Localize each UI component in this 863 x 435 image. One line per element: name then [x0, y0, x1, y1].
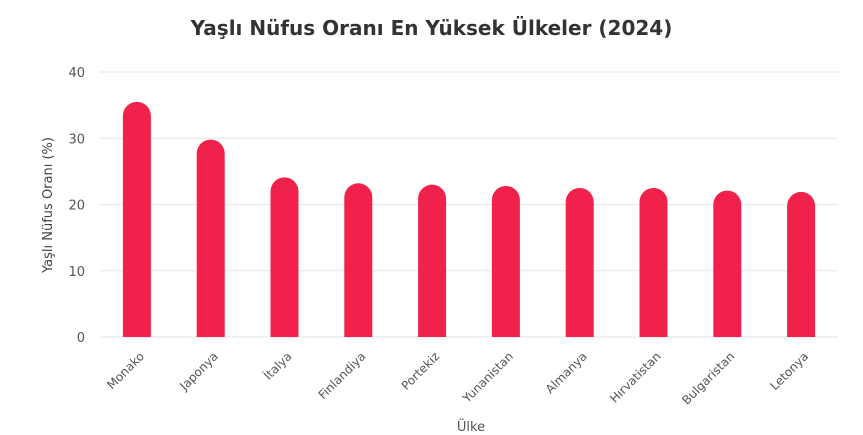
bar	[491, 185, 520, 337]
y-tick-label: 10	[68, 265, 85, 280]
x-axis-label: Ülke	[457, 418, 485, 435]
x-tick-label: Letonya	[767, 349, 811, 393]
bar	[639, 187, 668, 337]
y-tick-label: 30	[68, 132, 85, 147]
bar	[565, 187, 594, 337]
bar	[344, 183, 373, 337]
x-tick-label: Bulgaristan	[679, 349, 737, 407]
x-tick-label: İtalya	[260, 349, 294, 383]
x-tick-label: Japonya	[176, 349, 220, 393]
x-tick-label: Monako	[104, 349, 147, 392]
bar	[270, 177, 299, 337]
bar	[122, 101, 151, 337]
chart-title: Yaşlı Nüfus Oranı En Yüksek Ülkeler (202…	[190, 16, 673, 40]
y-tick-label: 40	[68, 66, 85, 81]
bar	[196, 139, 225, 337]
bar	[418, 184, 447, 337]
x-tick-label: Portekiz	[399, 349, 443, 393]
y-tick-label: 20	[68, 199, 85, 214]
y-tick-label: 0	[77, 331, 85, 346]
bar	[787, 191, 816, 337]
x-tick-label: Finlandiya	[316, 349, 369, 402]
x-tick-label: Yunanistan	[459, 349, 516, 406]
x-tick-label: Hırvatistan	[607, 349, 663, 405]
bar	[713, 190, 742, 337]
x-tick-label: Almanya	[543, 349, 590, 396]
y-axis-label: Yaşlı Nüfus Oranı (%)	[41, 137, 56, 274]
